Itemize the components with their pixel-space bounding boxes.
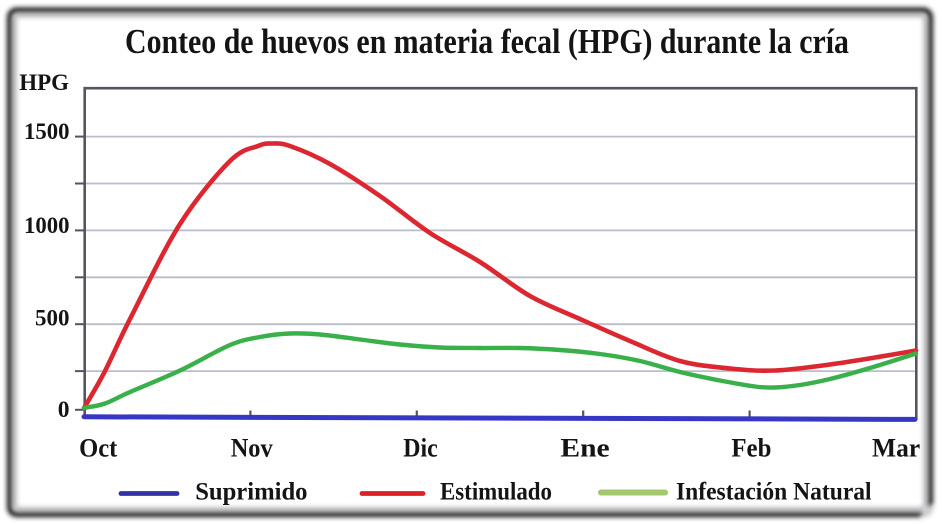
svg-text:Suprimido: Suprimido bbox=[195, 479, 307, 506]
svg-text:Conteo de huevos en materia fe: Conteo de huevos en materia fecal (HPG) … bbox=[125, 22, 849, 61]
svg-text:Nov: Nov bbox=[231, 432, 274, 462]
svg-text:0: 0 bbox=[58, 397, 70, 423]
svg-text:500: 500 bbox=[35, 306, 70, 332]
svg-text:Mar: Mar bbox=[872, 432, 920, 462]
svg-text:Dic: Dic bbox=[403, 432, 438, 462]
svg-text:Estimulado: Estimulado bbox=[440, 479, 552, 506]
svg-text:1000: 1000 bbox=[24, 213, 70, 239]
svg-text:Oct: Oct bbox=[79, 432, 117, 462]
svg-text:HPG: HPG bbox=[19, 70, 69, 96]
svg-text:1500: 1500 bbox=[24, 119, 70, 145]
svg-text:Infestación Natural: Infestación Natural bbox=[676, 479, 872, 506]
svg-text:Ene: Ene bbox=[560, 432, 610, 462]
svg-text:Feb: Feb bbox=[731, 432, 771, 462]
